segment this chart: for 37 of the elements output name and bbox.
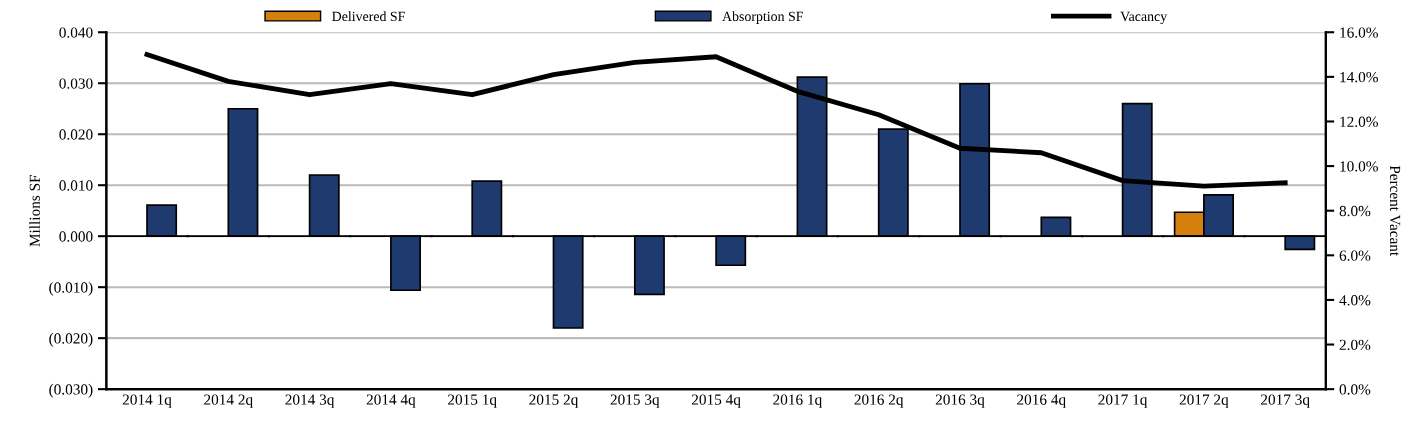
y2-tick-label: 2.0% xyxy=(1339,339,1371,351)
x-tick-label: 2016 1q xyxy=(773,394,822,408)
y2-tick-label: 12.0% xyxy=(1340,116,1378,127)
x-tick-label: 2015 1q xyxy=(448,394,497,408)
y-tick-label: (0.010) xyxy=(49,281,93,296)
legend-label: Absorption SF xyxy=(722,11,803,24)
x-tick-label: 2015 2q xyxy=(529,394,579,408)
legend-label: Vacancy xyxy=(1120,11,1168,24)
x-tick-label: 2016 4q xyxy=(1017,394,1066,408)
x-tick-label: 2015 4q xyxy=(691,394,741,408)
y2-axis-title: Percent Vacant xyxy=(1389,165,1401,257)
x-tick-label: 2017 1q xyxy=(1098,394,1148,408)
x-tick-label: 2015 3q xyxy=(610,394,660,408)
y-tick-label: 0.020 xyxy=(59,129,93,140)
x-tick-label: 2016 3q xyxy=(935,394,985,408)
x-tick-label: 2014 1q xyxy=(122,394,172,408)
y-tick-label: 0.030 xyxy=(59,78,93,89)
y2-tick-label: 4.0% xyxy=(1339,295,1371,306)
y-axis-title: Millions SF xyxy=(29,174,40,247)
y-tick-label: 0.040 xyxy=(59,27,93,38)
y2-tick-label: 14.0% xyxy=(1340,72,1378,83)
y-tick-label: (0.020) xyxy=(49,332,93,347)
x-tick-label: 2017 3q xyxy=(1261,394,1310,408)
y2-tick-label: 6.0% xyxy=(1339,250,1371,261)
y-tick-label: 0.000 xyxy=(59,231,93,242)
y2-tick-label: 8.0% xyxy=(1339,205,1371,217)
legend-label: Delivered SF xyxy=(332,11,405,22)
y2-tick-label: 0.0% xyxy=(1339,384,1371,395)
y-tick-label: 0.010 xyxy=(59,180,93,191)
x-tick-label: 2017 2q xyxy=(1179,394,1229,408)
x-tick-label: 2016 2q xyxy=(854,394,904,408)
x-tick-label: 2014 2q xyxy=(204,394,253,408)
y2-tick-label: 16.0% xyxy=(1340,27,1378,38)
y2-tick-label: 10.0% xyxy=(1340,161,1378,172)
x-tick-label: 2014 3q xyxy=(285,394,335,408)
x-tick-label: 2014 4q xyxy=(366,394,416,408)
y-tick-label: (0.030) xyxy=(49,383,93,398)
